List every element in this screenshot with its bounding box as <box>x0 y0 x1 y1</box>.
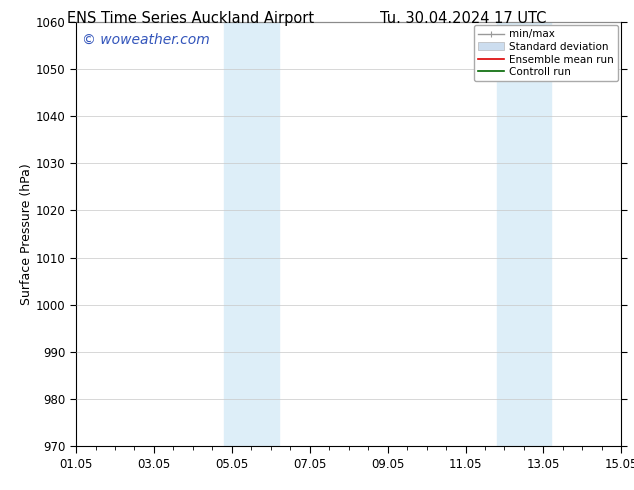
Legend: min/max, Standard deviation, Ensemble mean run, Controll run: min/max, Standard deviation, Ensemble me… <box>474 25 618 81</box>
Text: © woweather.com: © woweather.com <box>82 33 209 47</box>
Text: ENS Time Series Auckland Airport: ENS Time Series Auckland Airport <box>67 11 314 26</box>
Text: Tu. 30.04.2024 17 UTC: Tu. 30.04.2024 17 UTC <box>380 11 546 26</box>
Y-axis label: Surface Pressure (hPa): Surface Pressure (hPa) <box>20 163 33 305</box>
Bar <box>496 22 551 446</box>
Bar <box>224 22 278 446</box>
